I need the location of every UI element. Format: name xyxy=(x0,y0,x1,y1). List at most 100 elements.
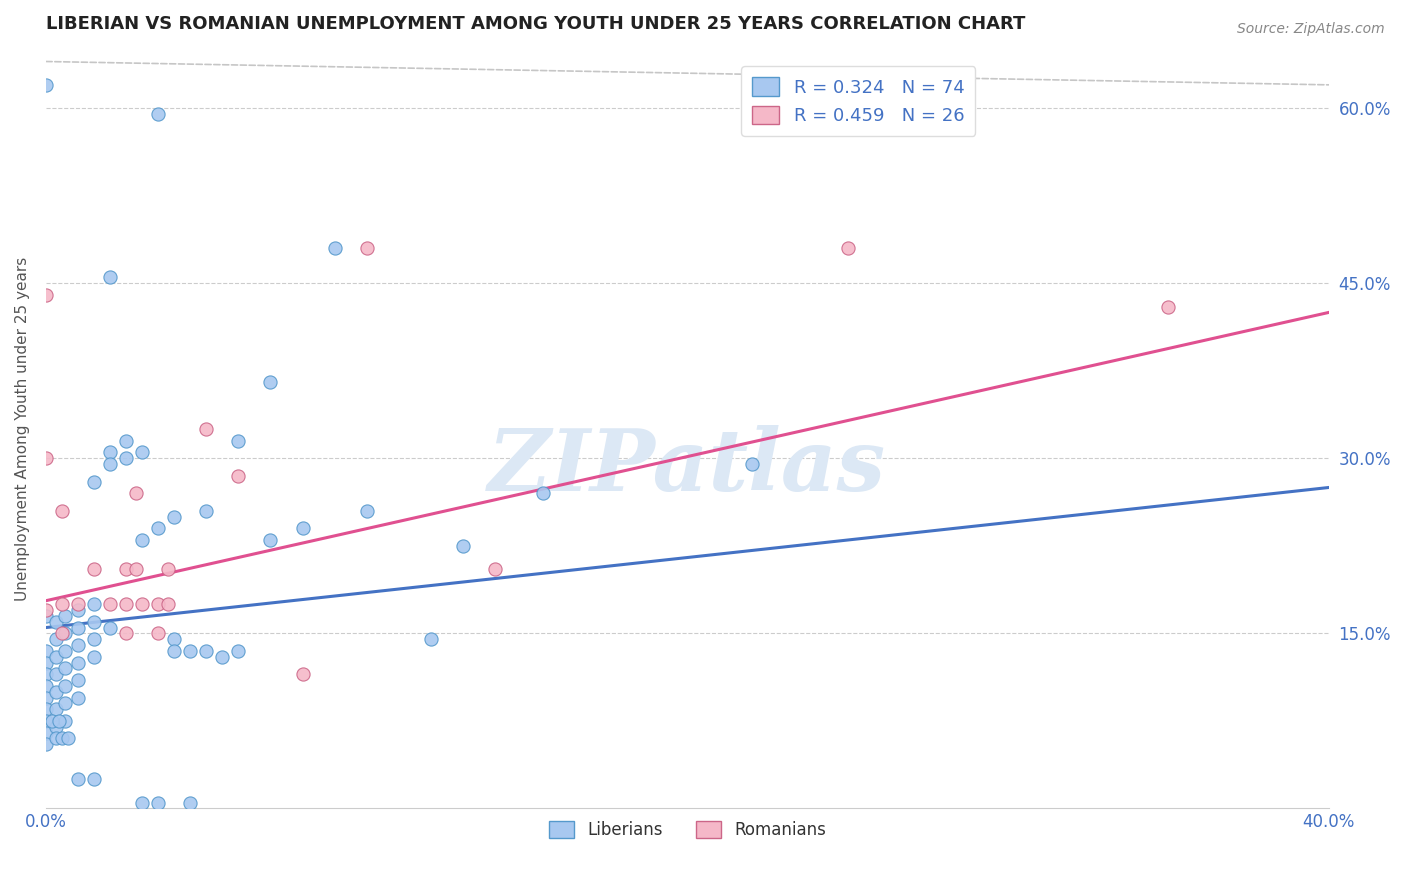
Point xyxy=(98,445,121,459)
Point xyxy=(291,521,314,535)
Point xyxy=(35,679,58,693)
Point xyxy=(35,608,58,623)
Point xyxy=(419,632,441,647)
Point xyxy=(35,725,58,739)
Point xyxy=(741,457,763,471)
Point xyxy=(195,422,218,436)
Point xyxy=(53,661,76,675)
Point xyxy=(35,702,58,716)
Point xyxy=(53,644,76,658)
Point xyxy=(45,720,67,734)
Text: Source: ZipAtlas.com: Source: ZipAtlas.com xyxy=(1237,22,1385,37)
Point xyxy=(148,597,170,611)
Point xyxy=(51,626,73,640)
Point xyxy=(1157,300,1180,314)
Point xyxy=(148,796,170,810)
Point xyxy=(323,241,346,255)
Point xyxy=(148,521,170,535)
Point xyxy=(259,376,281,390)
Point xyxy=(41,714,63,728)
Point xyxy=(115,597,138,611)
Text: LIBERIAN VS ROMANIAN UNEMPLOYMENT AMONG YOUTH UNDER 25 YEARS CORRELATION CHART: LIBERIAN VS ROMANIAN UNEMPLOYMENT AMONG … xyxy=(46,15,1025,33)
Point xyxy=(67,690,90,705)
Point xyxy=(35,690,58,705)
Point xyxy=(98,270,121,285)
Point xyxy=(179,796,201,810)
Point xyxy=(67,621,90,635)
Point xyxy=(125,486,148,500)
Point xyxy=(163,644,186,658)
Point xyxy=(83,615,105,629)
Point xyxy=(45,731,67,746)
Point xyxy=(51,731,73,746)
Point xyxy=(35,451,58,466)
Point xyxy=(125,562,148,576)
Point xyxy=(195,644,218,658)
Point xyxy=(484,562,506,576)
Point xyxy=(53,679,76,693)
Point xyxy=(195,504,218,518)
Point xyxy=(228,434,250,448)
Point xyxy=(83,632,105,647)
Point xyxy=(45,667,67,681)
Point xyxy=(53,714,76,728)
Point xyxy=(837,241,859,255)
Point xyxy=(98,597,121,611)
Text: ZIPatlas: ZIPatlas xyxy=(488,425,886,508)
Point xyxy=(148,107,170,121)
Point xyxy=(35,288,58,302)
Point xyxy=(35,78,58,92)
Point xyxy=(131,533,153,547)
Point xyxy=(131,796,153,810)
Point xyxy=(35,737,58,751)
Point xyxy=(45,649,67,664)
Point xyxy=(156,597,179,611)
Point xyxy=(163,632,186,647)
Point xyxy=(67,638,90,652)
Point xyxy=(83,562,105,576)
Point xyxy=(356,241,378,255)
Point xyxy=(115,562,138,576)
Point xyxy=(356,504,378,518)
Point xyxy=(45,702,67,716)
Point xyxy=(45,615,67,629)
Point xyxy=(53,697,76,711)
Point xyxy=(291,667,314,681)
Point xyxy=(35,603,58,617)
Point xyxy=(51,597,73,611)
Point xyxy=(53,608,76,623)
Point xyxy=(115,434,138,448)
Point xyxy=(67,603,90,617)
Point xyxy=(131,445,153,459)
Legend: Liberians, Romanians: Liberians, Romanians xyxy=(543,814,832,846)
Point xyxy=(115,626,138,640)
Point xyxy=(148,626,170,640)
Point xyxy=(228,644,250,658)
Point xyxy=(179,644,201,658)
Point xyxy=(67,673,90,687)
Point xyxy=(35,667,58,681)
Point xyxy=(259,533,281,547)
Point xyxy=(45,632,67,647)
Point xyxy=(83,649,105,664)
Point xyxy=(35,644,58,658)
Point xyxy=(35,714,58,728)
Point xyxy=(131,597,153,611)
Point xyxy=(48,714,70,728)
Y-axis label: Unemployment Among Youth under 25 years: Unemployment Among Youth under 25 years xyxy=(15,257,30,601)
Point xyxy=(98,457,121,471)
Point xyxy=(45,684,67,698)
Point xyxy=(83,772,105,787)
Point xyxy=(115,451,138,466)
Point xyxy=(531,486,554,500)
Point xyxy=(67,597,90,611)
Point xyxy=(53,626,76,640)
Point xyxy=(228,468,250,483)
Point xyxy=(58,731,80,746)
Point xyxy=(211,649,233,664)
Point xyxy=(98,621,121,635)
Point xyxy=(51,504,73,518)
Point xyxy=(83,475,105,489)
Point xyxy=(451,539,474,553)
Point xyxy=(35,656,58,670)
